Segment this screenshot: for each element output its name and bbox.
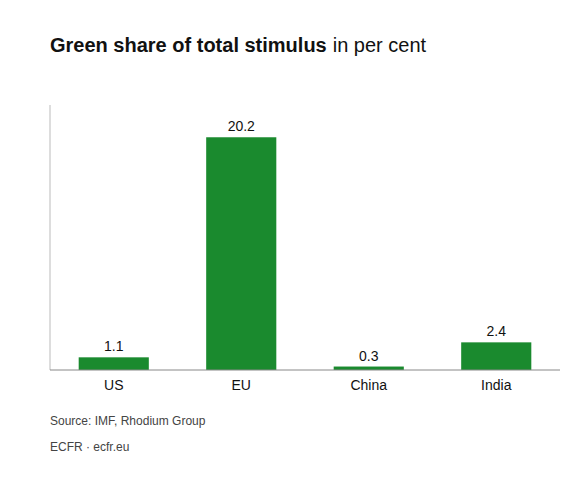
bar — [79, 357, 149, 370]
data-label: 2.4 — [487, 323, 507, 339]
data-label: 1.1 — [104, 338, 124, 354]
x-tick-label: US — [104, 377, 123, 393]
x-tick-label: China — [350, 377, 387, 393]
y-axis-line — [50, 105, 51, 370]
chart-container: Green share of total stimulus in per cent… — [0, 0, 584, 480]
bar — [461, 342, 531, 370]
annotation: ECFR · ecfr.eu — [50, 440, 129, 454]
background — [0, 0, 584, 480]
title: Green share of total stimulus — [50, 34, 327, 56]
bars — [79, 137, 532, 370]
bar — [206, 137, 276, 370]
bar — [334, 367, 404, 370]
data-label: 20.2 — [228, 118, 255, 134]
x-tick-label: EU — [232, 377, 251, 393]
title-line: Green share of total stimulus in per cent — [50, 34, 427, 56]
chart-svg: Green share of total stimulus in per cent… — [0, 0, 584, 480]
data-label: 0.3 — [359, 348, 379, 364]
x-axis-line — [50, 370, 560, 371]
x-tick-label: India — [481, 377, 512, 393]
subtitle: in per cent — [333, 34, 427, 56]
annotation: Source: IMF, Rhodium Group — [50, 414, 206, 428]
